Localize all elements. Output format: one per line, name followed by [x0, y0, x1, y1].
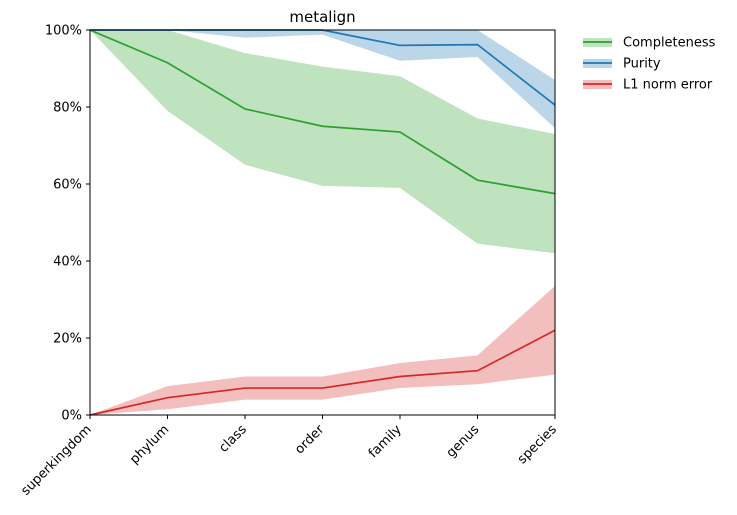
y-tick-label: 80%	[53, 101, 82, 116]
y-axis: 0% 20% 40% 60% 80% 100%	[45, 24, 90, 424]
purity-band	[90, 30, 555, 129]
y-tick-label: 20%	[53, 332, 82, 347]
x-tick-label: species	[515, 422, 560, 467]
legend-label-completeness: Completeness	[623, 36, 716, 51]
legend-label-purity: Purity	[623, 57, 661, 72]
x-tick-label: superkingdom	[18, 422, 94, 498]
x-tick-label: phylum	[127, 422, 172, 467]
x-tick-label: class	[216, 422, 250, 456]
x-tick-label: order	[292, 422, 328, 458]
plot-frame	[89, 29, 556, 416]
l1-norm-error-band	[90, 286, 555, 415]
x-tick-label: genus	[444, 422, 483, 461]
x-tick-label: family	[366, 422, 405, 461]
x-axis: superkingdom phylum class order family genus s…	[18, 415, 560, 499]
y-tick-label: 40%	[53, 255, 82, 270]
legend-label-l1-norm-error: L1 norm error	[623, 78, 713, 93]
legend: Completeness Purity L1 norm error	[583, 36, 716, 93]
y-tick-label: 60%	[53, 178, 82, 193]
y-tick-label: 0%	[61, 409, 82, 424]
plot-area	[89, 29, 556, 416]
chart-title: metalign	[289, 8, 355, 26]
y-tick-label: 100%	[45, 24, 82, 39]
